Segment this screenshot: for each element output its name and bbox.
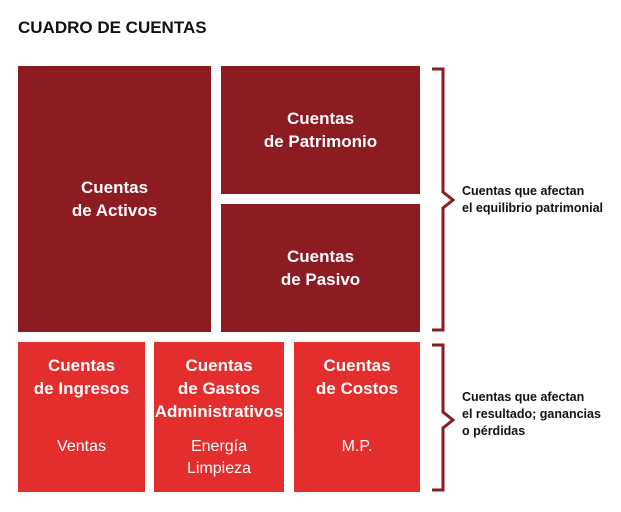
note-resultado-line: Cuentas que afectan <box>462 390 585 404</box>
activos-label-line: Cuentas <box>80 178 149 197</box>
costos-example-line: M.P. <box>341 438 373 455</box>
gastos-label-line: de Gastos <box>177 379 261 398</box>
patrimonio-box: Cuentas de Patrimonio <box>221 66 420 194</box>
ingresos-example: Ventas <box>18 436 145 458</box>
bracket-patrimonial <box>432 67 456 332</box>
costos-label: Cuentas de Costos <box>294 354 420 400</box>
ingresos-box: Cuentas de Ingresos Ventas <box>18 342 145 492</box>
ingresos-label-line: Cuentas <box>47 356 116 375</box>
activos-box: Cuentas de Activos <box>18 66 211 332</box>
patrimonio-label: Cuentas de Patrimonio <box>264 107 377 153</box>
costos-example: M.P. <box>294 436 420 458</box>
gastos-example-line: Limpieza <box>186 460 252 477</box>
ingresos-example-line: Ventas <box>57 438 106 455</box>
diagram-title: CUADRO DE CUENTAS <box>18 18 207 37</box>
ingresos-label: Cuentas de Ingresos <box>18 354 145 400</box>
costos-label-line: Cuentas <box>323 356 391 375</box>
gastos-label-line: Cuentas <box>185 356 253 375</box>
gastos-label: Cuentas de Gastos Administrativos <box>154 354 284 423</box>
gastos-label-line: Administrativos <box>154 402 284 421</box>
bracket-resultado <box>432 343 456 492</box>
pasivo-label-line: de Pasivo <box>280 270 361 289</box>
note-patrimonial: Cuentas que afectan el equilibrio patrim… <box>462 183 603 217</box>
note-resultado: Cuentas que afectan el resultado; gananc… <box>462 389 601 440</box>
costos-box: Cuentas de Costos M.P. <box>294 342 420 492</box>
note-resultado-line: o pérdidas <box>462 424 526 438</box>
activos-label-line: de Activos <box>71 201 158 220</box>
activos-label: Cuentas de Activos <box>72 176 157 222</box>
note-resultado-line: el resultado; ganancias <box>462 407 601 421</box>
gastos-box: Cuentas de Gastos Administrativos Energí… <box>154 342 284 492</box>
gastos-example: Energía Limpieza <box>154 436 284 480</box>
patrimonio-label-line: Cuentas <box>286 109 355 128</box>
pasivo-box: Cuentas de Pasivo <box>221 204 420 332</box>
costos-label-line: de Costos <box>315 379 399 398</box>
note-patrimonial-line: Cuentas que afectan <box>462 184 585 198</box>
pasivo-label: Cuentas de Pasivo <box>281 245 360 291</box>
patrimonio-label-line: de Patrimonio <box>263 132 378 151</box>
pasivo-label-line: Cuentas <box>286 247 355 266</box>
gastos-example-line: Energía <box>190 438 248 455</box>
ingresos-label-line: de Ingresos <box>33 379 130 398</box>
note-patrimonial-line: el equilibrio patrimonial <box>462 201 603 215</box>
